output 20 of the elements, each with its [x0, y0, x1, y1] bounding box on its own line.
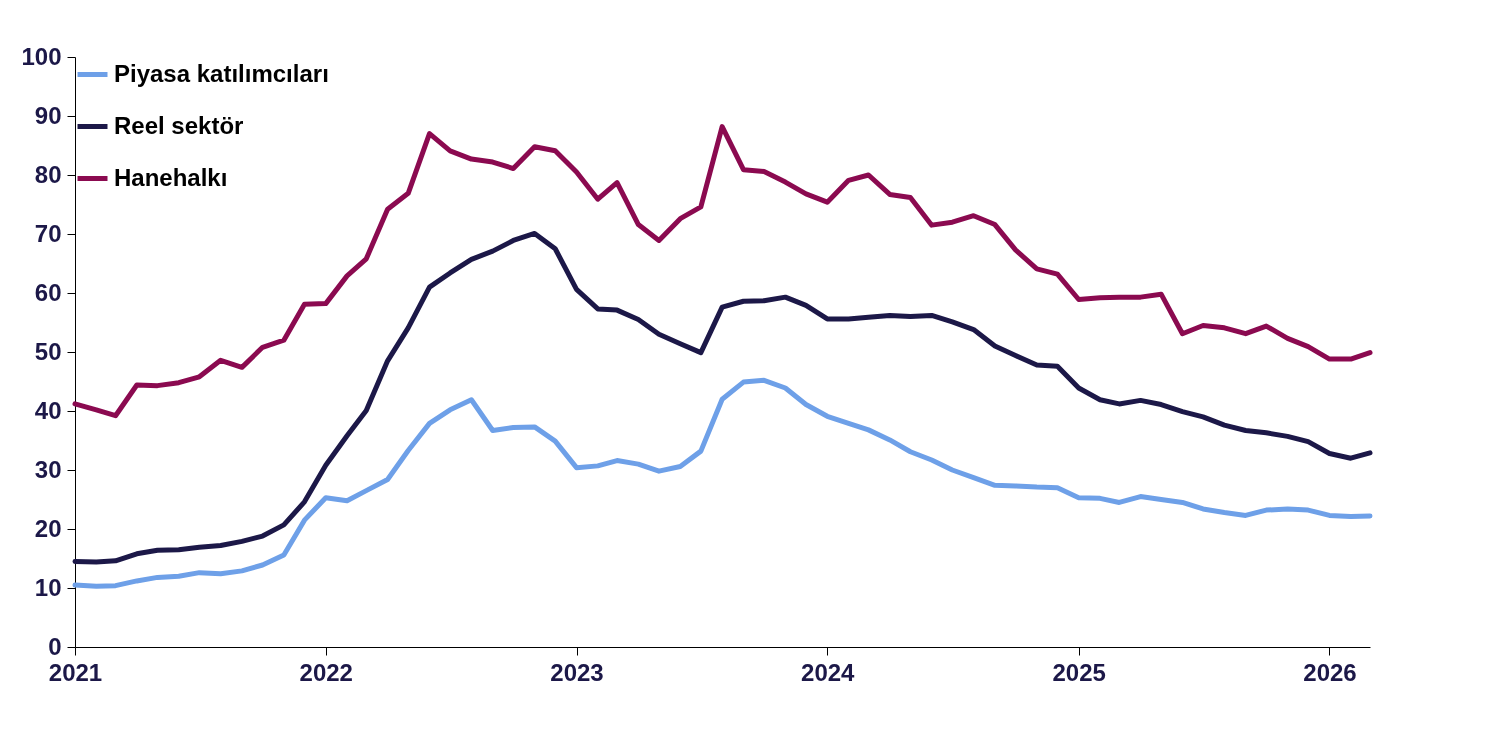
x-tick-label: 2021: [48, 658, 103, 686]
y-tick-label: 20: [34, 514, 62, 542]
legend-label: Piyasa katılımcıları: [114, 59, 329, 87]
y-tick-label: 80: [34, 160, 62, 188]
x-tick-label: 2025: [1052, 658, 1106, 686]
y-tick-label: 10: [34, 573, 62, 601]
y-tick-label: 100: [21, 42, 62, 70]
y-tick-label: 40: [34, 396, 62, 424]
y-tick-label: 60: [34, 278, 62, 306]
legend-label: Hanehalkı: [114, 163, 228, 191]
x-tick-label: 2023: [550, 658, 604, 686]
y-tick-label: 50: [34, 337, 62, 365]
y-tick-label: 90: [34, 101, 62, 129]
y-tick-label: 30: [34, 455, 62, 483]
x-tick-label: 2024: [801, 658, 856, 686]
y-tick-label: 70: [34, 219, 62, 247]
legend-label: Reel sektör: [114, 111, 244, 139]
x-tick-label: 2022: [299, 658, 353, 686]
x-tick-label: 2026: [1303, 658, 1357, 686]
y-tick-label: 0: [48, 632, 62, 660]
